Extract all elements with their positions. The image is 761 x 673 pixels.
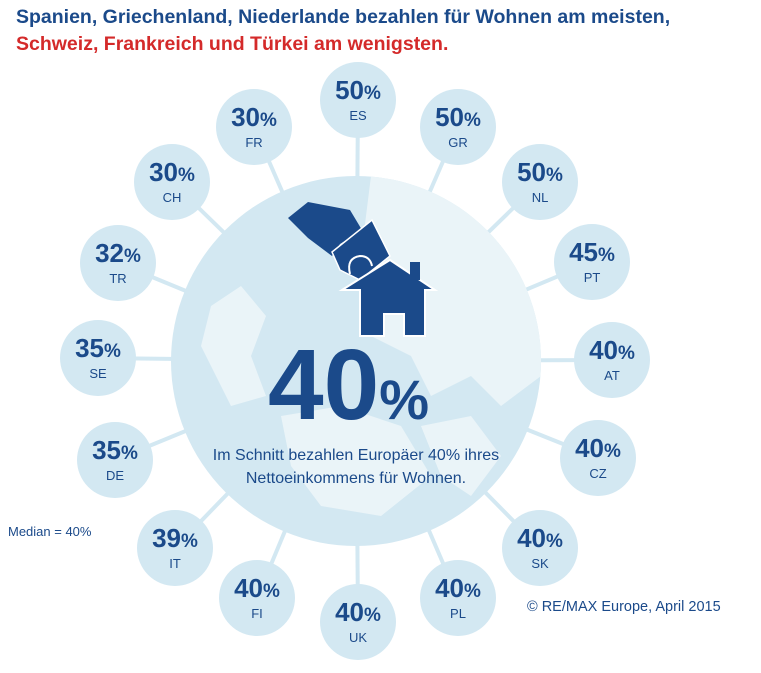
value-number: 40 xyxy=(589,335,618,365)
country-bubble-ch: 30% CH xyxy=(134,144,210,220)
country-bubble-tr: 32% TR xyxy=(80,225,156,301)
country-value: 40% xyxy=(502,524,578,556)
country-code: SE xyxy=(89,366,107,381)
value-number: 39 xyxy=(152,523,181,553)
caption-line-2: Nettoeinkommens für Wohnen. xyxy=(245,470,467,487)
country-code: DE xyxy=(105,468,125,483)
house-payment-icon xyxy=(288,202,439,337)
country-value: 40% xyxy=(320,598,396,630)
value-unit: % xyxy=(618,343,635,364)
country-value: 39% xyxy=(137,524,213,556)
country-bubble-sk: 40% SK xyxy=(502,510,578,586)
value-number: 35 xyxy=(92,435,121,465)
value-unit: % xyxy=(181,531,198,552)
country-bubble-fr: 30% FR xyxy=(216,89,292,165)
average-caption: Im Schnitt bezahlen Europäer 40% ihres N… xyxy=(186,444,526,490)
country-bubble-at: 40% AT xyxy=(574,322,650,398)
value-unit: % xyxy=(121,443,138,464)
country-value: 35% xyxy=(77,436,153,468)
country-bubble-pt: 45% PT xyxy=(554,224,630,300)
value-number: 40 xyxy=(234,573,263,603)
value-number: 40 xyxy=(435,573,464,603)
country-bubble-de: 35% DE xyxy=(77,422,153,498)
country-value: 50% xyxy=(320,76,396,108)
value-number: 50 xyxy=(517,157,546,187)
country-code: GR xyxy=(448,135,468,150)
country-bubble-se: 35% SE xyxy=(60,320,136,396)
country-code: NL xyxy=(531,190,549,205)
copyright: © RE/MAX Europe, April 2015 xyxy=(527,599,721,615)
headline-line-2: Schweiz, Frankreich und Türkei am wenigs… xyxy=(16,33,449,55)
country-code: FI xyxy=(251,606,263,621)
country-code: TR xyxy=(109,271,127,286)
country-value: 50% xyxy=(502,158,578,190)
value-number: 40 xyxy=(575,433,604,463)
value-number: 30 xyxy=(231,102,260,132)
country-value: 45% xyxy=(554,238,630,270)
country-code: CZ xyxy=(589,466,607,481)
value-number: 40 xyxy=(335,597,364,627)
country-code: CH xyxy=(162,190,182,205)
headline-line-1: Spanien, Griechenland, Niederlande bezah… xyxy=(16,6,671,28)
value-number: 50 xyxy=(435,102,464,132)
country-bubble-fi: 40% FI xyxy=(219,560,295,636)
country-bubble-it: 39% IT xyxy=(137,510,213,586)
country-code: PT xyxy=(583,270,601,285)
country-value: 40% xyxy=(420,574,496,606)
country-value: 40% xyxy=(574,336,650,368)
value-unit: % xyxy=(464,110,481,131)
value-unit: % xyxy=(464,581,481,602)
value-unit: % xyxy=(598,245,615,266)
country-bubble-gr: 50% GR xyxy=(420,89,496,165)
value-number: 30 xyxy=(149,157,178,187)
country-value: 30% xyxy=(134,158,210,190)
value-unit: % xyxy=(263,581,280,602)
value-unit: % xyxy=(604,441,621,462)
country-code: AT xyxy=(604,368,620,383)
average-value: 40 xyxy=(268,329,380,441)
caption-line-1: Im Schnitt bezahlen Europäer 40% ihres xyxy=(212,447,500,464)
country-value: 40% xyxy=(560,434,636,466)
country-code: IT xyxy=(169,556,181,571)
value-number: 32 xyxy=(95,238,124,268)
country-value: 50% xyxy=(420,103,496,135)
country-code: UK xyxy=(348,630,368,645)
median-label: Median = 40% xyxy=(8,524,92,539)
value-unit: % xyxy=(124,246,141,267)
value-unit: % xyxy=(364,83,381,104)
country-code: PL xyxy=(450,606,466,621)
country-bubble-uk: 40% UK xyxy=(320,584,396,660)
value-number: 50 xyxy=(335,75,364,105)
value-unit: % xyxy=(104,341,121,362)
value-unit: % xyxy=(546,165,563,186)
country-bubble-nl: 50% NL xyxy=(502,144,578,220)
country-bubble-es: 50% ES xyxy=(320,62,396,138)
value-number: 35 xyxy=(75,333,104,363)
country-code: ES xyxy=(349,108,367,123)
country-value: 40% xyxy=(219,574,295,606)
country-value: 35% xyxy=(60,334,136,366)
country-code: FR xyxy=(245,135,263,150)
average-unit: % xyxy=(379,368,430,431)
value-unit: % xyxy=(546,531,563,552)
value-number: 40 xyxy=(517,523,546,553)
country-bubble-pl: 40% PL xyxy=(420,560,496,636)
country-bubble-cz: 40% CZ xyxy=(560,420,636,496)
value-unit: % xyxy=(260,110,277,131)
value-unit: % xyxy=(178,165,195,186)
country-value: 32% xyxy=(80,239,156,271)
value-number: 45 xyxy=(569,237,598,267)
value-unit: % xyxy=(364,605,381,626)
country-value: 30% xyxy=(216,103,292,135)
country-code: SK xyxy=(531,556,549,571)
average-percentage: 40% xyxy=(268,330,429,455)
